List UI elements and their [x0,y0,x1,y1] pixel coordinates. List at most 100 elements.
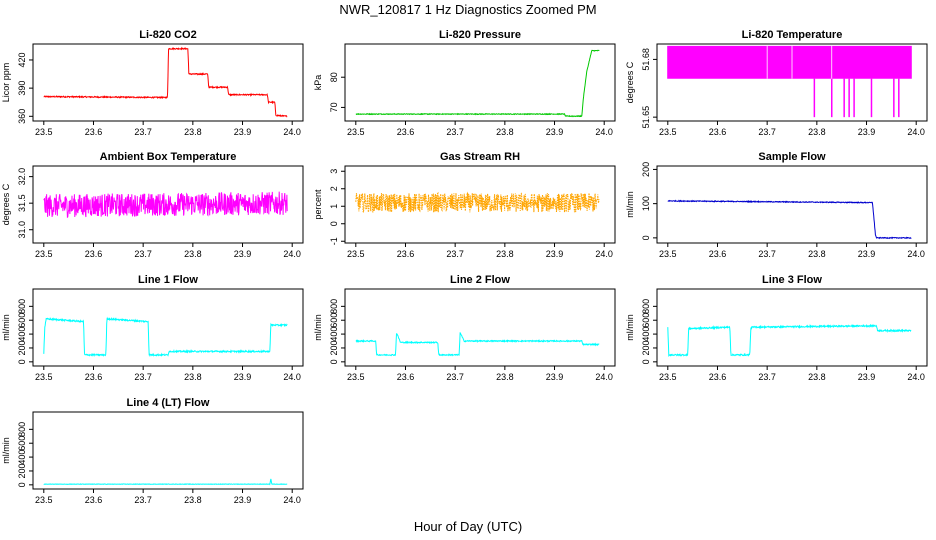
panel-title: Li-820 CO2 [139,29,196,41]
x-tick-label: 23.8 [184,372,202,382]
plot-frame [344,43,616,122]
figure-title: NWR_120817 1 Hz Diagnostics Zoomed PM [339,2,596,17]
x-tick-label: 23.8 [496,127,514,137]
series-line [43,46,288,118]
x-tick-label: 23.5 [35,127,53,137]
panel-6: Line 1 Flow ml/min 23.5 23.6 23.7 23.8 23.9 24.… [1,274,304,382]
panel-title: Line 3 Flow [762,274,822,286]
y-tick-label: -1 [329,237,339,245]
x-tick-label: 23.5 [35,249,53,259]
x-tick-label: 23.6 [397,127,415,137]
x-tick-label: 23.9 [234,372,252,382]
plot-frame [344,288,616,367]
x-tick-label: 23.8 [184,127,202,137]
x-tick-label: 23.7 [758,249,776,259]
plot-frame [32,43,304,122]
x-tick-label: 24.0 [595,127,613,137]
y-axis-label: ml/min [1,314,11,341]
panel-0: Li-820 CO2 Licor ppm 23.5 23.6 23.7 23.8 23.9 2… [1,29,304,137]
x-tick-label: 24.0 [595,249,613,259]
x-tick-label: 23.7 [134,372,152,382]
panel-2: Li-820 Temperature degrees C 23.5 23.6 23.7 2… [625,29,928,137]
y-tick-label: 420 [17,52,27,67]
x-tick-label: 23.8 [808,127,826,137]
panel-5: Sample Flow ml/min 23.5 23.6 23.7 23.8 23.9 24.… [625,151,928,259]
panel-title: Line 1 Flow [138,274,198,286]
figure-xlabel: Hour of Day (UTC) [414,519,522,534]
y-tick-label: 0 [641,359,651,364]
x-tick-label: 23.5 [347,249,365,259]
y-tick-label: 200 [641,162,651,177]
y-axis-label: ml/min [625,314,635,341]
panel-8: Line 3 Flow ml/min 23.5 23.6 23.7 23.8 23.9 24.… [625,274,928,382]
x-tick-label: 23.5 [659,249,677,259]
x-tick-label: 23.6 [397,249,415,259]
y-tick-label: 3 [329,169,339,174]
x-tick-label: 23.5 [35,495,53,505]
panel-title: Li-820 Temperature [742,29,843,41]
series-line [43,478,288,486]
y-tick-label: 0 [17,359,27,364]
y-tick-label: 400 [17,327,27,342]
x-tick-label: 23.8 [184,495,202,505]
x-tick-label: 23.7 [134,249,152,259]
x-tick-label: 24.0 [907,127,925,137]
x-tick-label: 24.0 [907,372,925,382]
x-tick-label: 23.8 [184,249,202,259]
y-tick-label: 800 [17,299,27,314]
plot-frame [32,288,304,367]
x-tick-label: 23.5 [659,127,677,137]
y-tick-label: 31.5 [17,194,27,212]
y-tick-label: 31.0 [17,221,27,239]
panel-4: Gas Stream RH percent 23.5 23.6 23.7 23.8 23.9… [313,151,616,259]
plot-frame [656,165,928,244]
panel-title: Sample Flow [758,151,826,163]
y-axis-label: degrees C [625,61,635,103]
panel-9: Line 4 (LT) Flow ml/min 23.5 23.6 23.7 23.8 23… [1,397,304,505]
series-line [43,316,288,358]
y-tick-label: 400 [329,327,339,342]
x-tick-label: 23.8 [808,249,826,259]
panel-title: Li-820 Pressure [439,29,521,41]
series-line [667,199,912,240]
y-tick-label: 600 [641,313,651,328]
y-tick-label: 1 [329,204,339,209]
x-tick-label: 23.6 [397,372,415,382]
panel-title: Line 4 (LT) Flow [127,397,210,409]
y-tick-label: 2 [329,186,339,191]
x-tick-label: 23.6 [85,372,103,382]
x-tick-label: 23.9 [234,249,252,259]
y-tick-label: 360 [17,109,27,124]
x-tick-label: 23.7 [758,127,776,137]
x-tick-label: 23.7 [134,127,152,137]
x-tick-label: 23.6 [85,249,103,259]
x-tick-label: 24.0 [907,249,925,259]
x-tick-label: 23.6 [709,127,727,137]
y-axis-label: ml/min [313,314,323,341]
series-line [355,191,600,213]
panel-7: Line 2 Flow ml/min 23.5 23.6 23.7 23.8 23.9 24.… [313,274,616,382]
x-tick-label: 23.8 [496,372,514,382]
x-tick-label: 24.0 [283,127,301,137]
y-axis-label: ml/min [625,191,635,218]
x-tick-label: 23.8 [496,249,514,259]
x-tick-label: 23.5 [347,127,365,137]
y-tick-label: 80 [329,72,339,82]
plot-frame [32,411,304,490]
x-tick-label: 23.9 [234,495,252,505]
x-tick-label: 24.0 [283,495,301,505]
plot-frame [656,288,928,367]
x-tick-label: 24.0 [595,372,613,382]
y-tick-label: 400 [17,450,27,465]
y-tick-label: 600 [17,313,27,328]
x-tick-label: 23.9 [546,249,564,259]
x-tick-label: 23.7 [134,495,152,505]
y-tick-label: 0 [329,359,339,364]
y-tick-label: 100 [641,196,651,211]
y-tick-label: 800 [641,299,651,314]
x-tick-label: 23.9 [858,127,876,137]
x-tick-label: 23.6 [709,372,727,382]
series-line [355,49,600,118]
x-tick-label: 24.0 [283,372,301,382]
